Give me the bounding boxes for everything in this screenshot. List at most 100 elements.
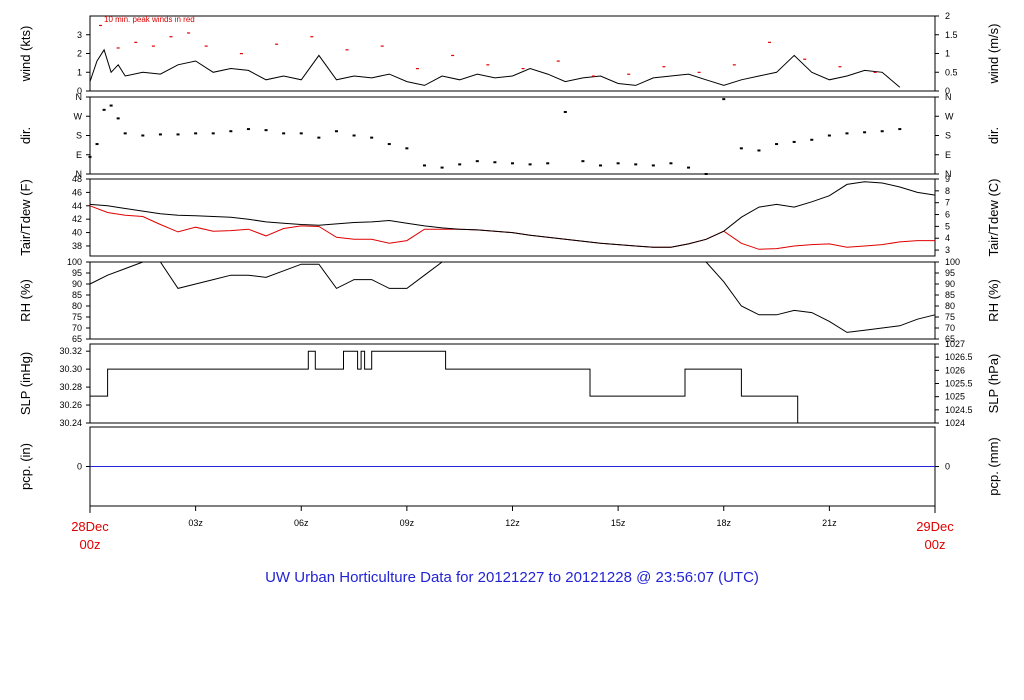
- rh-right-tick-label: 70: [945, 323, 955, 333]
- panels: 012300.511.52NESWNNESWN38404244464834567…: [59, 11, 973, 507]
- wind-peak-mark: [732, 64, 736, 66]
- time-tick-label: 03z: [188, 518, 203, 528]
- dir-point: [158, 133, 162, 136]
- dir-left-tick-label: N: [76, 92, 83, 102]
- dir-point: [176, 133, 180, 136]
- slp-right-title: SLP (hPa): [986, 354, 1001, 414]
- dir-point: [546, 162, 550, 165]
- dir-point: [299, 132, 303, 135]
- wind-peak-mark: [345, 49, 349, 51]
- wind-right-tick-label: 2: [945, 11, 950, 21]
- temp-right-title: Tair/Tdew (C): [986, 178, 1001, 256]
- wind-left-tick-label: 0: [77, 86, 82, 96]
- dir-right-tick-label: W: [945, 111, 954, 121]
- start-time-label: 00z: [80, 537, 101, 552]
- dir-right-tick-label: N: [945, 169, 952, 179]
- dir-point: [563, 110, 567, 113]
- rh-left-tick-label: 100: [67, 257, 82, 267]
- dir-point: [387, 143, 391, 146]
- dir-point: [334, 130, 338, 133]
- dir-right-tick-label: N: [945, 92, 952, 102]
- dir-point: [229, 130, 233, 133]
- temp-right-tick-label: 8: [945, 186, 950, 196]
- rh-left-tick-label: 95: [72, 268, 82, 278]
- time-tick-label: 15z: [611, 518, 626, 528]
- rh-right-tick-label: 95: [945, 268, 955, 278]
- wind-peak-mark: [275, 43, 279, 45]
- slp-left-tick-label: 30.24: [59, 418, 82, 428]
- dir-point: [704, 173, 708, 175]
- panel-temp: 38 40 42 44 46 48 3 4 56 7 8 9: [72, 174, 950, 257]
- dir-point: [775, 143, 779, 146]
- dir-point: [422, 164, 426, 167]
- dir-point: [370, 136, 374, 139]
- wind-peak-mark: [187, 32, 191, 34]
- dir-point: [581, 160, 585, 163]
- temp-right-tick-label: 5: [945, 221, 950, 231]
- dir-point: [317, 136, 321, 139]
- dir-point: [246, 128, 250, 131]
- wind-peak-mark: [627, 73, 631, 75]
- slp-right-tick-label: 1026: [945, 365, 965, 375]
- dir-left-tick-label: N: [76, 169, 83, 179]
- dir-point: [827, 134, 831, 137]
- dir-point: [458, 163, 462, 166]
- temp-left-tick-label: 40: [72, 228, 82, 238]
- wind-peak-mark: [873, 71, 877, 73]
- axis-titles: wind (kts) wind (m/s) dir. dir. Tair/Tdew (F…: [18, 24, 1001, 496]
- dir-point: [211, 132, 215, 135]
- wind-peak-mark: [803, 58, 807, 60]
- temp-left-tick-label: 38: [72, 241, 82, 251]
- slp-right-tick-label: 1024: [945, 418, 965, 428]
- temp-left-title: Tair/Tdew (F): [18, 179, 33, 256]
- slp-right-tick-label: 1026.5: [945, 352, 973, 362]
- dir-point: [116, 117, 120, 120]
- wind-peak-mark: [415, 68, 419, 70]
- rh-series: [89, 261, 936, 333]
- dir-point: [845, 132, 849, 135]
- dir-point: [634, 163, 638, 166]
- pcp-right-title: pcp. (mm): [986, 437, 1001, 496]
- footer-title: UW Urban Horticulture Data for 20121227 …: [265, 569, 759, 586]
- wind-right-tick-label: 1.5: [945, 30, 958, 40]
- wind-peak-mark: [239, 53, 243, 55]
- time-tick-label: 06z: [294, 518, 309, 528]
- rh-right-tick-label: 75: [945, 312, 955, 322]
- pcp-right-tick-label: 0: [945, 462, 950, 472]
- rh-left-tick-label: 85: [72, 290, 82, 300]
- slp-right-tick-label: 1024.5: [945, 405, 973, 415]
- slp-right-tick-label: 1025: [945, 392, 965, 402]
- dir-point: [863, 131, 867, 134]
- wind-peak-mark: [204, 45, 208, 47]
- dir-point: [722, 98, 726, 101]
- wind-peak-mark: [99, 24, 103, 27]
- wind-peak-mark: [380, 45, 384, 47]
- dir-point: [599, 164, 603, 167]
- rh-left-tick-label: 90: [72, 279, 82, 289]
- dir-point: [141, 134, 145, 137]
- temp-right-tick-label: 7: [945, 198, 950, 208]
- wind-peak-mark: [310, 36, 314, 38]
- time-tick-label: 09z: [400, 518, 415, 528]
- time-axis: 03z 06z 09z 12z 15z 18z 21z 28Dec 00z 29Dec 00z: [71, 506, 954, 552]
- temp-left-tick-label: 42: [72, 214, 82, 224]
- dir-point: [687, 166, 691, 169]
- tair-line: [89, 181, 936, 248]
- wind-peak-mark: [486, 64, 490, 66]
- temp-left-tick-label: 48: [72, 174, 82, 184]
- wind-right-tick-label: 1: [945, 49, 950, 59]
- rh-left-tick-label: 65: [72, 334, 82, 344]
- rh-line: [89, 261, 936, 333]
- dir-point: [194, 132, 198, 135]
- rh-frame: [89, 261, 936, 340]
- pcp-left-title: pcp. (in): [18, 443, 33, 490]
- slp-left-tick-label: 30.32: [59, 346, 82, 356]
- panel-slp: 30.24 30.26 30.28 30.30 30.32 1024 1024.5 1025 1…: [59, 339, 972, 428]
- temp-series: [89, 181, 936, 250]
- wind-peak-mark: [591, 75, 595, 77]
- wind-speed-line: [89, 48, 901, 88]
- dir-point: [616, 162, 620, 165]
